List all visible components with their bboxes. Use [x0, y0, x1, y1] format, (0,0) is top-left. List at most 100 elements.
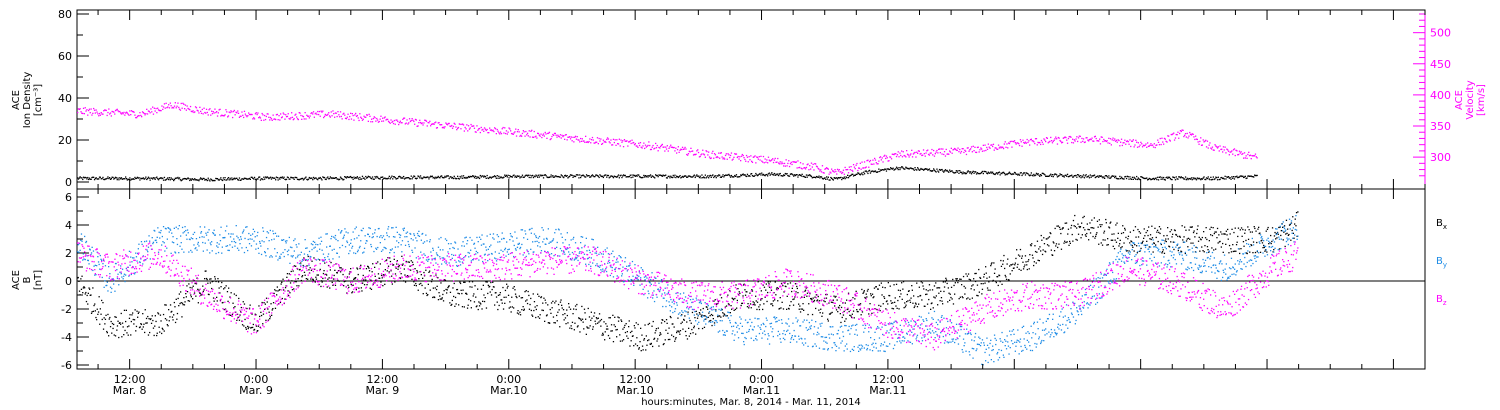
data-point [382, 274, 385, 276]
data-point [174, 252, 177, 254]
data-point [258, 176, 260, 178]
data-point [575, 138, 578, 140]
data-point [87, 292, 89, 294]
data-point [535, 174, 537, 176]
data-point [505, 132, 507, 135]
data-point [1203, 141, 1205, 143]
data-point [948, 153, 950, 155]
data-point [949, 169, 951, 171]
data-point [189, 178, 192, 180]
data-point [121, 336, 123, 338]
data-point [629, 345, 631, 347]
data-point [264, 114, 266, 117]
data-point [282, 278, 284, 280]
data-point [161, 235, 163, 238]
data-point [1069, 240, 1071, 243]
data-point [1150, 179, 1152, 181]
data-point [609, 142, 611, 144]
data-point [636, 345, 639, 347]
data-point [357, 273, 359, 276]
data-point [192, 233, 194, 235]
data-point [835, 295, 837, 298]
data-point [527, 174, 529, 176]
data-point [770, 173, 772, 175]
data-point [1000, 259, 1002, 262]
data-point [625, 176, 627, 178]
data-point [863, 167, 865, 169]
data-point [108, 108, 110, 110]
data-point [265, 297, 268, 299]
data-point [537, 132, 539, 134]
data-point [835, 309, 838, 311]
data-point [648, 339, 650, 341]
data-point [80, 278, 82, 280]
data-point [1251, 231, 1253, 233]
data-point [282, 177, 284, 179]
data-point [467, 304, 469, 306]
data-point [457, 175, 459, 177]
data-point [1015, 173, 1017, 175]
data-point [1222, 146, 1225, 148]
data-point [806, 295, 808, 297]
data-point [455, 303, 457, 305]
data-point [85, 177, 87, 179]
data-point [761, 172, 763, 174]
data-point [746, 156, 749, 158]
data-point [537, 316, 539, 318]
data-point [655, 328, 658, 330]
data-point [628, 326, 630, 328]
data-point [684, 330, 687, 333]
data-point [960, 278, 962, 280]
data-point [170, 105, 172, 107]
data-point [223, 308, 225, 311]
data-point [527, 290, 529, 293]
data-point [1142, 177, 1145, 179]
data-point [207, 282, 209, 284]
data-point [333, 274, 335, 277]
data-point [1189, 238, 1191, 240]
data-point [147, 110, 150, 112]
data-point [359, 176, 361, 179]
data-point [543, 135, 545, 137]
data-point [954, 282, 956, 284]
data-point [239, 115, 241, 117]
data-point [110, 291, 112, 293]
data-point [555, 175, 557, 177]
data-point [790, 173, 792, 175]
data-point [491, 130, 493, 132]
data-point [858, 167, 860, 169]
data-point [1173, 139, 1176, 141]
data-point [1148, 145, 1150, 147]
data-point [773, 159, 775, 161]
data-point [1019, 139, 1022, 141]
data-point [853, 166, 856, 168]
data-point [96, 308, 98, 310]
data-point [644, 176, 646, 178]
data-point [794, 161, 796, 163]
data-point [741, 153, 743, 156]
data-point [82, 253, 84, 255]
data-point [439, 295, 441, 297]
data-point [827, 176, 829, 178]
data-point [390, 270, 392, 272]
data-point [404, 274, 406, 276]
data-point [898, 167, 900, 169]
data-point [1109, 222, 1111, 224]
data-point [291, 112, 293, 114]
data-point [144, 309, 146, 311]
data-point [101, 276, 103, 279]
data-point [968, 278, 970, 280]
data-point [704, 315, 706, 317]
data-point [985, 272, 987, 274]
data-point [462, 175, 465, 177]
data-point [397, 268, 399, 270]
data-point [627, 337, 629, 339]
data-point [1206, 246, 1209, 248]
data-point [83, 113, 85, 115]
data-point [917, 168, 920, 170]
data-point [441, 297, 443, 299]
data-point [761, 298, 763, 300]
data-point [269, 116, 272, 119]
data-point [1079, 226, 1081, 229]
data-point [675, 176, 677, 179]
